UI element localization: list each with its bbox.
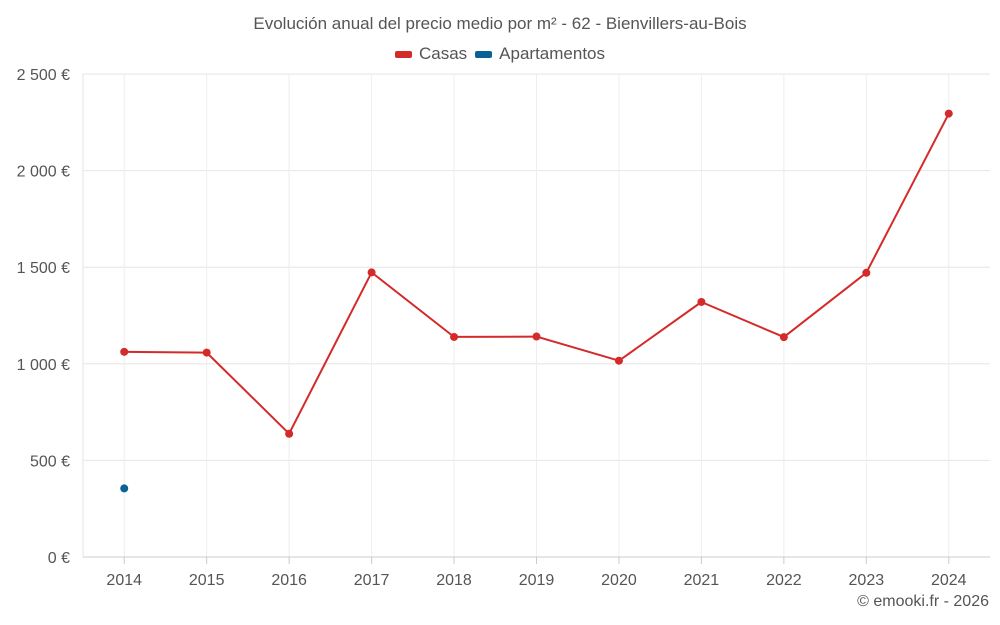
x-tick-label: 2021 xyxy=(684,572,720,589)
data-point-casas xyxy=(614,356,623,365)
x-tick-label: 2019 xyxy=(519,572,555,589)
y-tick-label: 0 € xyxy=(48,550,70,567)
data-point-casas xyxy=(779,333,788,342)
y-tick-label: 1 000 € xyxy=(17,357,70,374)
y-tick-label: 500 € xyxy=(30,453,70,470)
x-tick-label: 2022 xyxy=(766,572,802,589)
data-point-casas xyxy=(944,109,953,118)
legend-label-casas: Casas xyxy=(418,44,468,63)
data-point-casas xyxy=(285,429,294,438)
series xyxy=(120,109,953,493)
data-point-casas xyxy=(697,297,706,306)
credit-text: © emooki.fr - 2026 xyxy=(857,593,989,610)
data-point-casas xyxy=(532,332,541,341)
y-tick-label: 2 500 € xyxy=(17,67,70,84)
data-point-casas xyxy=(367,268,376,277)
y-tick-label: 2 000 € xyxy=(17,164,70,181)
data-point-casas xyxy=(862,268,871,277)
grid xyxy=(83,73,990,557)
x-tick-label: 2017 xyxy=(354,572,390,589)
x-tick-label: 2015 xyxy=(189,572,225,589)
data-point-casas xyxy=(202,348,211,357)
chart-title: Evolución anual del precio medio por m² … xyxy=(253,14,747,33)
x-tick-label: 2018 xyxy=(436,572,472,589)
x-tick-label: 2023 xyxy=(849,572,885,589)
x-tick-label: 2016 xyxy=(271,572,307,589)
data-point-casas xyxy=(450,332,459,341)
legend: Casas Apartamentos xyxy=(0,44,1000,64)
x-tick-label: 2024 xyxy=(931,572,967,589)
axes: 0 € 500 € 1 000 € 1 500 € 2 000 € 2 500 € 2014… xyxy=(17,67,990,589)
x-tick-label: 2020 xyxy=(601,572,637,589)
data-point-casas xyxy=(120,347,129,356)
legend-swatch-casas xyxy=(394,50,412,58)
legend-item-casas[interactable]: Casas xyxy=(394,44,468,64)
legend-label-apartamentos: Apartamentos xyxy=(499,44,606,63)
legend-swatch-apartamentos xyxy=(475,50,493,58)
y-tick-label: 1 500 € xyxy=(17,260,70,277)
legend-item-apartamentos[interactable]: Apartamentos xyxy=(475,44,605,64)
data-point-apartamentos xyxy=(120,484,129,493)
x-tick-label: 2014 xyxy=(106,572,142,589)
